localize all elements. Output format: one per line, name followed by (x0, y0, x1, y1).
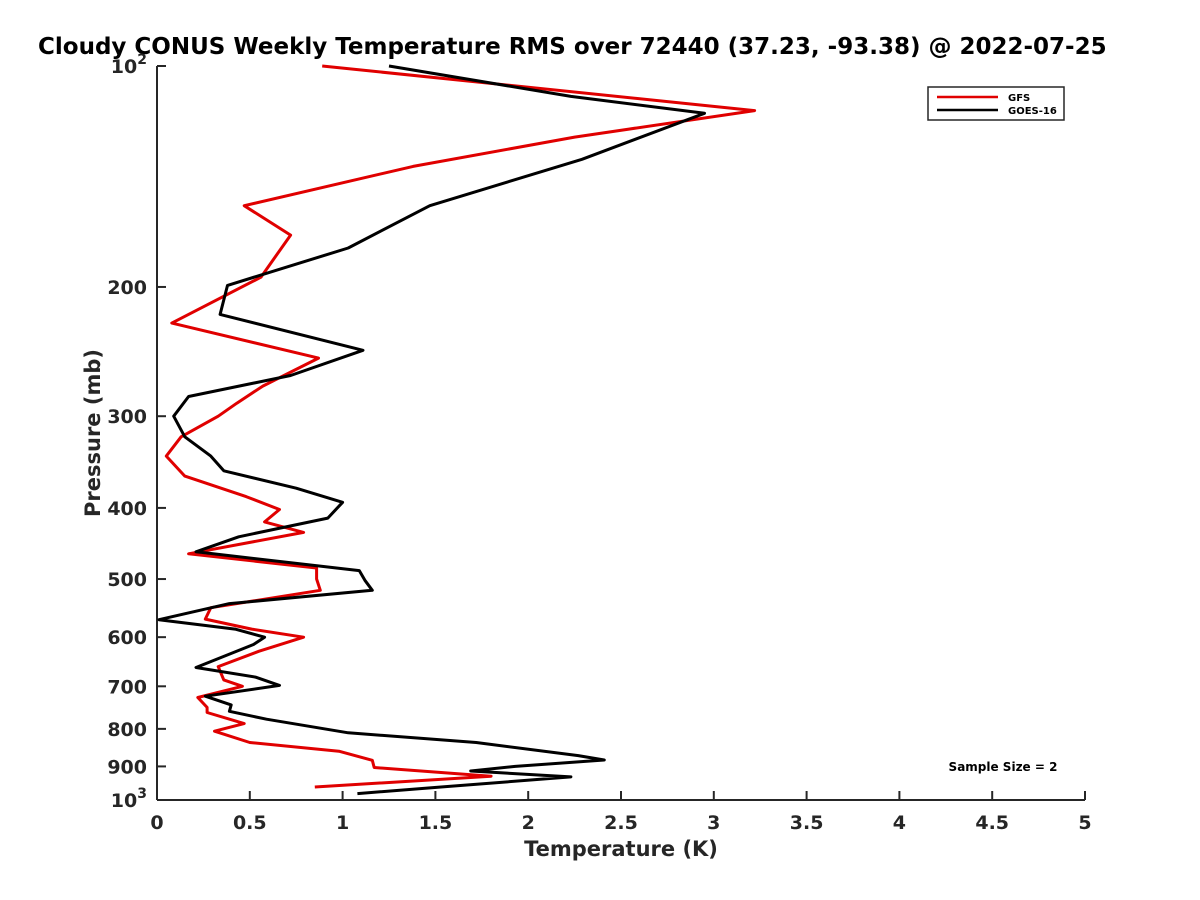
legend-label-goes-16: GOES-16 (1008, 106, 1057, 117)
x-tick-label: 3.5 (790, 812, 824, 834)
x-tick-label: 1.5 (419, 812, 453, 834)
x-tick-label: 5 (1078, 812, 1091, 834)
y-tick-label: 103 (111, 786, 147, 812)
y-tick-label: 800 (107, 719, 147, 741)
chart-title: Cloudy CONUS Weekly Temperature RMS over… (38, 34, 1107, 60)
y-tick-label: 900 (107, 756, 147, 778)
x-tick-label: 4 (893, 812, 906, 834)
legend-box (927, 86, 1065, 121)
series-layer (157, 64, 757, 796)
y-tick-label: 400 (107, 498, 147, 520)
y-tick-label: 102 (111, 52, 147, 78)
x-tick-label: 3 (707, 812, 720, 834)
x-tick-label: 0.5 (233, 812, 267, 834)
x-tick-label: 0 (150, 812, 163, 834)
x-tick-label: 4.5 (975, 812, 1009, 834)
x-tick-label: 2 (522, 812, 535, 834)
x-tick-label: 1 (336, 812, 349, 834)
series-line-goes-16 (157, 64, 706, 796)
series-line-gfs (164, 64, 757, 789)
y-tick-label: 700 (107, 676, 147, 698)
x-axis-label: Temperature (K) (524, 837, 718, 861)
y-tick-label: 300 (107, 406, 147, 428)
y-tick-label: 600 (107, 627, 147, 649)
x-axis-ticks: 0 0.5 1 1.5 2 2.5 3 3.5 4 4.5 5 (150, 791, 1092, 834)
y-axis-ticks: 102 200 300 400 500 600 700 800 900 103 (107, 52, 166, 812)
y-tick-label: 500 (107, 569, 147, 591)
y-axis-label: Pressure (mb) (81, 349, 105, 517)
y-tick-label: 200 (107, 277, 147, 299)
plot-area (156, 66, 1085, 801)
chart-legend: GFS GOES-16 (927, 86, 1065, 121)
x-tick-label: 2.5 (604, 812, 638, 834)
sample-size-annotation: Sample Size = 2 (949, 760, 1058, 774)
legend-label-gfs: GFS (1008, 93, 1030, 104)
